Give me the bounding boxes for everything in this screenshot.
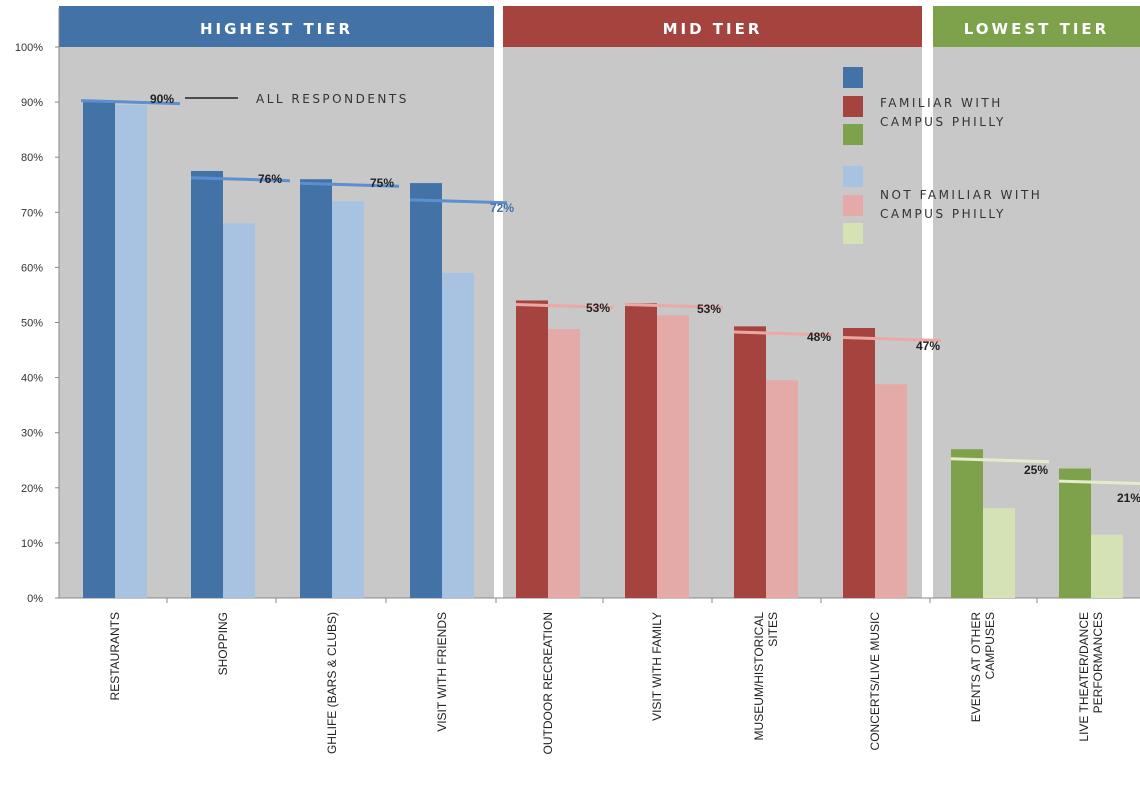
all-respondents-line (1058, 479, 1140, 486)
y-tick-label: 90% (21, 97, 43, 109)
legend-label-familiar: CAMPUS PHILLY (880, 115, 1006, 129)
y-tick-label: 60% (21, 262, 43, 274)
x-category-label: CONCERTS/LIVE MUSIC (868, 612, 882, 751)
average-value-label: 48% (807, 330, 831, 344)
bar-not-familiar (548, 329, 580, 598)
bar-not-familiar (766, 380, 798, 598)
legend-label-familiar: FAMILIAR WITH (880, 96, 1003, 110)
all-respondents-line (950, 457, 1050, 464)
all-respondents-line (409, 198, 508, 205)
bar-not-familiar (875, 384, 907, 598)
y-tick-label: 70% (21, 207, 43, 219)
all-respondents-line (842, 336, 942, 342)
tier-header (503, 6, 922, 47)
tier-title: HIGHEST TIER (200, 20, 353, 38)
bar-familiar (191, 170, 223, 598)
tier-header (933, 6, 1140, 47)
y-tick-label: 20% (21, 483, 43, 495)
x-category-label: OUTDOOR RECREATION (541, 612, 555, 754)
average-value-label: 72% (490, 201, 514, 215)
tier-title: MID TIER (663, 20, 763, 38)
x-category-label: VISIT WITH FRIENDS (435, 612, 449, 732)
y-tick-label: 40% (21, 373, 43, 385)
y-tick-label: 10% (21, 538, 43, 550)
all-respondents-line (515, 303, 615, 309)
tier-title: LOWEST TIER (964, 20, 1109, 38)
y-tick-label: 100% (15, 42, 43, 54)
bar-familiar (843, 328, 875, 598)
all-respondents-line (299, 181, 400, 188)
x-category-label: CAMPUSES (983, 612, 997, 679)
legend-swatch-not-familiar (843, 195, 863, 216)
bar-familiar (410, 183, 442, 599)
average-value-label: 21% (1117, 491, 1140, 505)
legend-swatch-familiar (843, 124, 863, 145)
y-tick-label: 50% (21, 318, 43, 330)
bar-familiar (83, 102, 115, 598)
average-value-label: 53% (586, 301, 610, 315)
legend-swatch-familiar (843, 67, 863, 88)
x-category-label: MUSEUM/HISTORICAL (752, 612, 766, 741)
x-category-label: LIVE THEATER/DANCE (1077, 612, 1091, 742)
bar-familiar (300, 179, 332, 599)
bar-familiar (516, 300, 548, 598)
all-respondents-line (624, 303, 724, 309)
y-tick-label: 30% (21, 428, 43, 440)
average-value-label: 25% (1024, 463, 1048, 477)
bar-not-familiar (983, 508, 1015, 598)
x-category-label: RESTAURANTS (108, 612, 122, 700)
bar-not-familiar (115, 104, 147, 598)
all-respondents-line (733, 330, 833, 337)
legend-swatch-not-familiar (843, 166, 863, 187)
legend-swatch-not-familiar (843, 223, 863, 244)
average-value-label: 76% (258, 172, 282, 186)
x-category-label: VISIT WITH FAMILY (650, 612, 664, 721)
bar-not-familiar (657, 315, 689, 598)
bar-not-familiar (1091, 534, 1123, 598)
bar-familiar (625, 303, 657, 598)
all-respondents-key-label: ALL RESPONDENTS (256, 92, 409, 106)
all-respondents-line (190, 176, 291, 183)
legend-swatch-familiar (843, 96, 863, 117)
y-tick-label: 0% (27, 593, 43, 605)
average-value-label: 75% (370, 176, 394, 190)
x-category-label: SITES (766, 612, 780, 647)
x-category-label: GHLIFE (BARS & CLUBS) (325, 612, 339, 754)
x-category-label: SHOPPING (216, 612, 230, 675)
average-value-label: 47% (916, 339, 940, 353)
bar-not-familiar (223, 223, 255, 598)
bar-familiar (951, 449, 983, 598)
tier-header (59, 6, 494, 47)
bar-familiar (1059, 468, 1091, 598)
bar-familiar (734, 326, 766, 598)
x-category-label: PERFORMANCES (1091, 612, 1105, 713)
average-value-label: 90% (150, 92, 174, 106)
bar-not-familiar (442, 272, 474, 598)
bar-not-familiar (332, 201, 364, 598)
legend-label-not-familiar: NOT FAMILIAR WITH (880, 188, 1042, 202)
y-tick-label: 80% (21, 152, 43, 164)
average-value-label: 53% (697, 302, 721, 316)
all-respondents-line (80, 99, 181, 106)
x-category-label: EVENTS AT OTHER (969, 612, 983, 723)
legend-label-not-familiar: CAMPUS PHILLY (880, 207, 1006, 221)
